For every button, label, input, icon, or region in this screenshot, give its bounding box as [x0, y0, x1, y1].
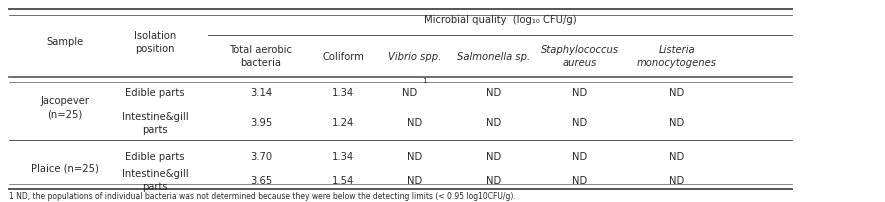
Text: Plaice (n=25): Plaice (n=25): [31, 164, 98, 174]
Text: ND: ND: [669, 176, 685, 186]
Text: 3.65: 3.65: [250, 176, 273, 186]
Text: Listeria
monocytogenes: Listeria monocytogenes: [637, 45, 717, 68]
Text: ND: ND: [486, 176, 502, 186]
Text: Jacopever
(n=25): Jacopever (n=25): [40, 97, 89, 120]
Text: Total aerobic
bacteria: Total aerobic bacteria: [229, 45, 293, 68]
Text: 3.70: 3.70: [250, 152, 273, 162]
Text: ND: ND: [669, 88, 685, 98]
Text: ND: ND: [486, 152, 502, 162]
Text: Coliform: Coliform: [322, 52, 365, 62]
Text: Sample: Sample: [46, 37, 83, 47]
Text: Edible parts: Edible parts: [125, 88, 185, 98]
Text: ND: ND: [406, 118, 422, 128]
Text: 3.95: 3.95: [250, 118, 273, 128]
Text: 1.34: 1.34: [333, 152, 354, 162]
Text: 1 ND, the populations of individual bacteria was not determined because they wer: 1 ND, the populations of individual bact…: [9, 193, 516, 201]
Text: ND: ND: [669, 152, 685, 162]
Text: ND: ND: [406, 176, 422, 186]
Text: Vibrio spp.: Vibrio spp.: [388, 52, 441, 62]
Text: Staphylococcus
aureus: Staphylococcus aureus: [541, 45, 619, 68]
Text: ND: ND: [572, 152, 588, 162]
Text: ND: ND: [572, 88, 588, 98]
Text: ND: ND: [486, 118, 502, 128]
Text: ND: ND: [486, 88, 502, 98]
Text: Intestine&gill
parts: Intestine&gill parts: [121, 169, 189, 192]
Text: 1.34: 1.34: [333, 88, 354, 98]
Text: Isolation
position: Isolation position: [134, 31, 176, 54]
Text: Edible parts: Edible parts: [125, 152, 185, 162]
Text: Microbial quality  (log₁₀ CFU/g): Microbial quality (log₁₀ CFU/g): [424, 15, 576, 25]
Text: ND: ND: [572, 118, 588, 128]
Text: 1.24: 1.24: [332, 118, 355, 128]
Text: 3.14: 3.14: [250, 88, 273, 98]
Text: 1: 1: [422, 78, 427, 84]
Text: ND: ND: [572, 176, 588, 186]
Text: ND: ND: [669, 118, 685, 128]
Text: Intestine&gill
parts: Intestine&gill parts: [121, 112, 189, 135]
Text: ND: ND: [402, 88, 418, 98]
Text: 1.54: 1.54: [332, 176, 355, 186]
Text: ND: ND: [406, 152, 422, 162]
Text: Salmonella sp.: Salmonella sp.: [458, 52, 530, 62]
